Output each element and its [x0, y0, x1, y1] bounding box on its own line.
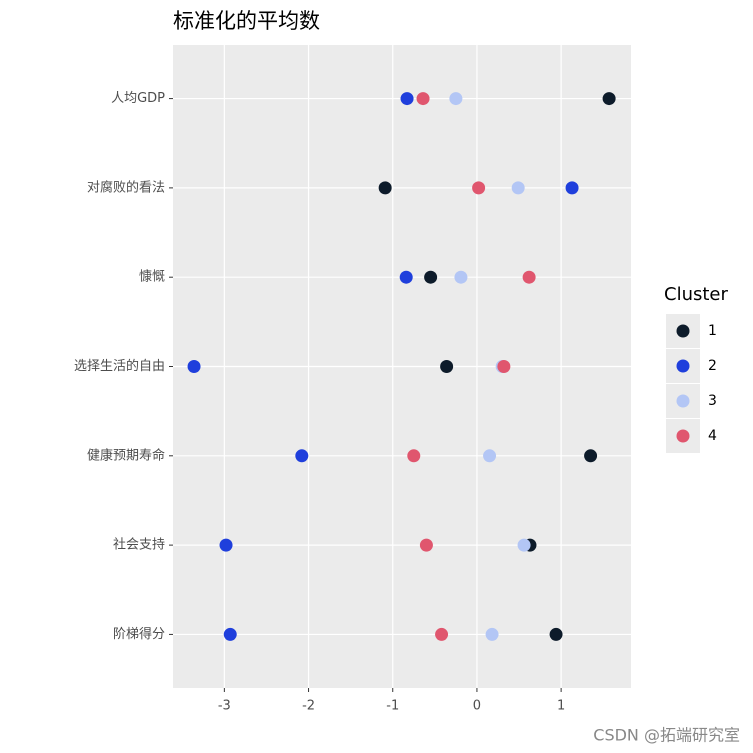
dot: [454, 270, 468, 284]
dot: [449, 92, 463, 106]
dot: [435, 627, 449, 641]
y-tick-label: 对腐败的看法: [87, 179, 165, 195]
legend-label: 2: [708, 358, 717, 374]
dot: [485, 627, 499, 641]
dot: [497, 360, 511, 373]
dot: [602, 92, 616, 106]
chart-title: 标准化的平均数: [173, 9, 320, 33]
legend-label: 1: [708, 323, 717, 339]
dot: [483, 449, 497, 463]
dot: [378, 181, 392, 195]
legend-marker: [676, 324, 690, 338]
legend-marker: [676, 359, 690, 373]
dot: [419, 538, 433, 552]
dot: [187, 360, 201, 373]
watermark: CSDN @拓端研究室: [593, 726, 740, 745]
dot: [223, 627, 237, 641]
dot: [219, 538, 233, 552]
dot: [472, 181, 486, 195]
legend-label: 4: [708, 428, 717, 444]
x-tick-label: 1: [557, 699, 565, 714]
y-tick-label: 社会支持: [113, 537, 165, 553]
y-tick-label: 健康预期寿命: [87, 447, 165, 463]
dot: [424, 270, 438, 284]
dot: [416, 92, 430, 106]
y-tick-label: 选择生活的自由: [74, 358, 165, 374]
dot: [440, 360, 454, 373]
dot: [400, 92, 414, 106]
dot: [511, 181, 525, 195]
y-tick-label: 慷慨: [139, 269, 165, 285]
dot: [407, 449, 421, 463]
y-tick-label: 阶梯得分: [113, 626, 165, 642]
dot: [584, 449, 598, 463]
x-tick-label: -1: [386, 699, 399, 714]
dot: [295, 449, 309, 463]
dot: [522, 270, 536, 284]
legend-marker: [676, 394, 690, 408]
dot: [517, 538, 531, 552]
y-tick-label: 人均GDP: [111, 91, 165, 106]
dot: [549, 627, 563, 641]
x-tick-label: 0: [473, 699, 481, 714]
x-tick-label: -3: [218, 699, 231, 714]
dot: [399, 270, 413, 284]
legend-marker: [676, 429, 690, 443]
legend-label: 3: [708, 393, 717, 409]
x-tick-label: -2: [302, 699, 315, 714]
legend-title: Cluster: [664, 284, 728, 305]
dot: [565, 181, 579, 195]
